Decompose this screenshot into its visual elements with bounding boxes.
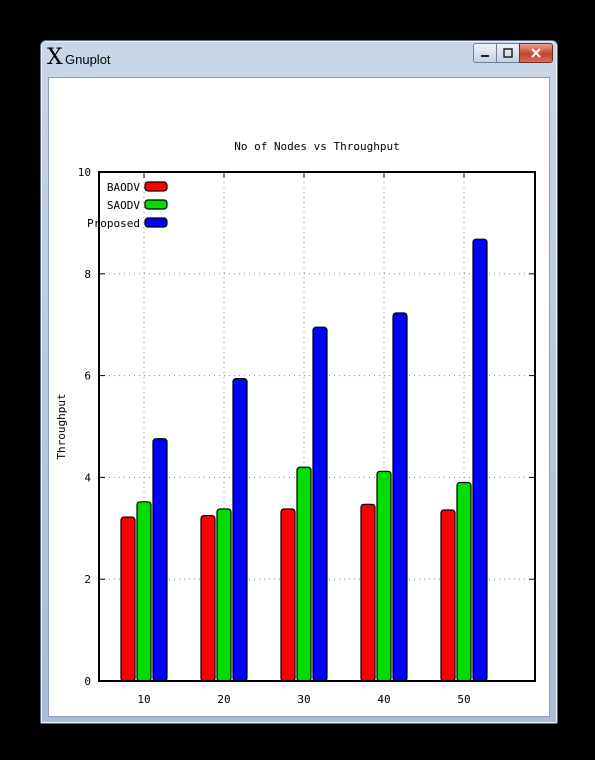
y-tick-label: 10: [78, 166, 91, 179]
minimize-icon: [481, 55, 489, 57]
y-tick-label: 6: [84, 370, 91, 383]
legend-swatch-baodv: [144, 181, 168, 192]
plot-area[interactable]: No of Nodes vs Throughput 0 2 4 6 8 10 10 20 30 40…: [48, 77, 550, 749]
y-axis-label: Throughput: [55, 393, 68, 459]
chart-svg: No of Nodes vs Throughput 0 2 4 6 8 10 10 20 30 40…: [55, 140, 536, 706]
plot-frame: [98, 171, 536, 682]
maximize-icon: [503, 48, 513, 58]
bar-saodv: [296, 466, 312, 682]
mouse-coordinates-readout: -1.06163, -1.04486: [53, 736, 173, 749]
maximize-button[interactable]: [496, 43, 520, 63]
x-tick-label: 50: [457, 693, 470, 706]
close-button[interactable]: [519, 43, 553, 63]
bar-proposed: [472, 238, 488, 682]
bar-proposed: [232, 378, 248, 682]
bar-proposed: [392, 312, 408, 682]
bar-saodv: [216, 508, 232, 682]
legend-label: Proposed: [87, 217, 140, 230]
gnuplot-window: X Gnuplot No of Nodes vs Throughput 0 2 4 6 8…: [40, 40, 558, 749]
bar-baodv: [280, 508, 296, 682]
y-tick-label: 4: [84, 471, 91, 484]
bar-baodv: [120, 516, 136, 682]
bar-proposed: [152, 438, 168, 682]
legend-label: SAODV: [107, 199, 140, 212]
bar-baodv: [360, 503, 376, 682]
minimize-button[interactable]: [473, 43, 497, 63]
y-tick-label: 0: [84, 675, 91, 688]
close-icon: [531, 48, 541, 58]
bar-baodv: [440, 509, 456, 682]
bar-saodv: [136, 501, 152, 682]
legend-swatch-proposed: [144, 217, 168, 228]
x-tick-label: 40: [377, 693, 390, 706]
legend-swatch-saodv: [144, 199, 168, 210]
y-tick-label: 8: [84, 268, 91, 281]
chart-title: No of Nodes vs Throughput: [234, 140, 400, 153]
x-tick-label: 20: [217, 693, 230, 706]
bar-saodv: [456, 481, 472, 682]
x-app-icon: X: [47, 45, 63, 70]
bar-baodv: [200, 514, 216, 682]
bar-proposed: [312, 326, 328, 682]
y-tick-label: 2: [84, 573, 91, 586]
x-tick-label: 10: [137, 693, 150, 706]
title-bar[interactable]: X Gnuplot: [41, 41, 557, 77]
x-tick-label: 30: [297, 693, 310, 706]
legend-label: BAODV: [107, 181, 140, 194]
bar-saodv: [376, 470, 392, 682]
window-title: Gnuplot: [65, 52, 111, 67]
